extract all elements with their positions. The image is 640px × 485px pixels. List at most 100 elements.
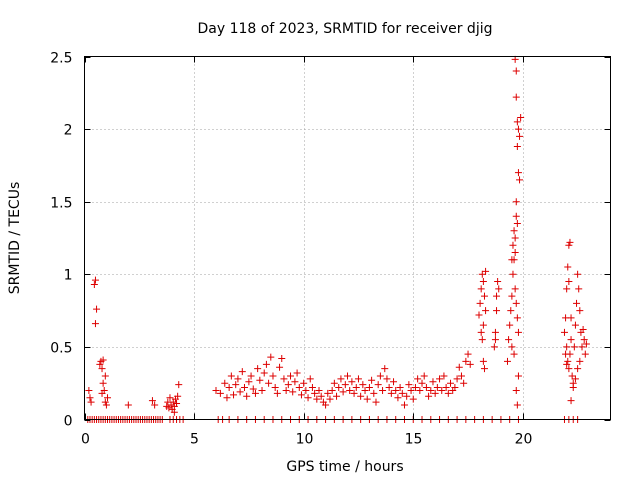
- data-point: [482, 307, 490, 315]
- data-point: [289, 388, 297, 396]
- data-point: [234, 375, 242, 383]
- data-point: [256, 376, 264, 384]
- data-point: [493, 292, 501, 300]
- data-point: [236, 388, 244, 396]
- data-point: [101, 398, 109, 406]
- data-point: [390, 378, 398, 386]
- x-tick-label: 15: [405, 432, 423, 448]
- data-point: [90, 280, 98, 288]
- data-point: [494, 278, 502, 286]
- data-point: [293, 369, 301, 377]
- data-point: [429, 378, 437, 386]
- data-point: [416, 386, 424, 394]
- y-tick-label: 0.5: [50, 341, 72, 357]
- data-point: [567, 397, 575, 405]
- data-point: [512, 386, 520, 394]
- data-point: [510, 350, 518, 358]
- data-point: [175, 381, 183, 389]
- data-point: [291, 378, 299, 386]
- data-point: [476, 299, 484, 307]
- data-point: [560, 328, 568, 336]
- data-point: [98, 365, 106, 373]
- data-point: [93, 305, 101, 313]
- data-point: [370, 389, 378, 397]
- data-point: [223, 394, 231, 402]
- x-tick-label: 20: [515, 432, 533, 448]
- data-point: [311, 389, 319, 397]
- data-point: [568, 372, 576, 380]
- data-point: [87, 398, 95, 406]
- y-tick-label: 0: [64, 414, 73, 430]
- x-tick-label: 5: [190, 432, 199, 448]
- data-point: [350, 389, 358, 397]
- data-point: [333, 392, 341, 400]
- data-point: [574, 270, 582, 278]
- data-point: [324, 389, 332, 397]
- data-point: [420, 372, 428, 380]
- data-point: [491, 336, 499, 344]
- data-point: [581, 350, 589, 358]
- data-point: [514, 125, 522, 133]
- data-point: [563, 360, 571, 368]
- data-point: [425, 392, 433, 400]
- data-point: [511, 285, 519, 293]
- data-point: [99, 356, 107, 364]
- data-point: [453, 375, 461, 383]
- data-point: [166, 394, 174, 402]
- data-point: [479, 278, 487, 286]
- data-point: [491, 328, 499, 336]
- data-point: [243, 392, 251, 400]
- data-point: [163, 402, 171, 410]
- data-point: [516, 132, 524, 140]
- data-point: [512, 67, 520, 75]
- data-point: [566, 238, 574, 246]
- chart-title: Day 118 of 2023, SRMTID for receiver dji…: [198, 21, 493, 37]
- data-point: [576, 357, 584, 365]
- data-point: [564, 263, 572, 271]
- tick-labels: 0 5 10 15 20 0 0.5 1 1.5 2 2.5: [50, 51, 532, 448]
- data-point: [495, 285, 503, 293]
- data-point: [258, 386, 266, 394]
- data-point: [579, 325, 587, 333]
- data-point: [466, 360, 474, 368]
- data-point: [511, 249, 519, 257]
- data-point: [151, 401, 159, 409]
- data-point: [479, 357, 487, 365]
- data-point: [339, 388, 347, 396]
- data-point: [490, 343, 498, 351]
- data-point: [455, 363, 463, 371]
- data-point: [511, 55, 519, 63]
- data-point: [254, 365, 262, 373]
- data-point: [315, 386, 323, 394]
- data-point: [517, 113, 525, 121]
- data-point: [480, 365, 488, 373]
- data-point: [578, 343, 586, 351]
- data-point: [124, 401, 132, 409]
- data-point: [514, 372, 522, 380]
- data-point: [478, 336, 486, 344]
- data-point: [478, 270, 486, 278]
- data-point: [379, 386, 387, 394]
- data-point: [352, 384, 360, 392]
- data-point: [516, 176, 524, 184]
- data-point: [503, 357, 511, 365]
- data-point: [249, 385, 257, 393]
- data-point: [512, 299, 520, 307]
- data-point: [407, 386, 415, 394]
- y-axis-label: SRMTID / TECUs: [7, 182, 23, 295]
- data-point: [251, 389, 259, 397]
- data-point: [271, 384, 279, 392]
- data-point: [365, 384, 373, 392]
- data-point: [514, 328, 522, 336]
- data-point: [431, 389, 439, 397]
- data-point: [396, 384, 404, 392]
- data-point: [457, 372, 465, 380]
- data-point: [400, 401, 408, 409]
- data-point: [363, 395, 371, 403]
- data-point: [300, 379, 308, 387]
- y-tick-label: 1: [64, 268, 73, 284]
- data-point: [326, 395, 334, 403]
